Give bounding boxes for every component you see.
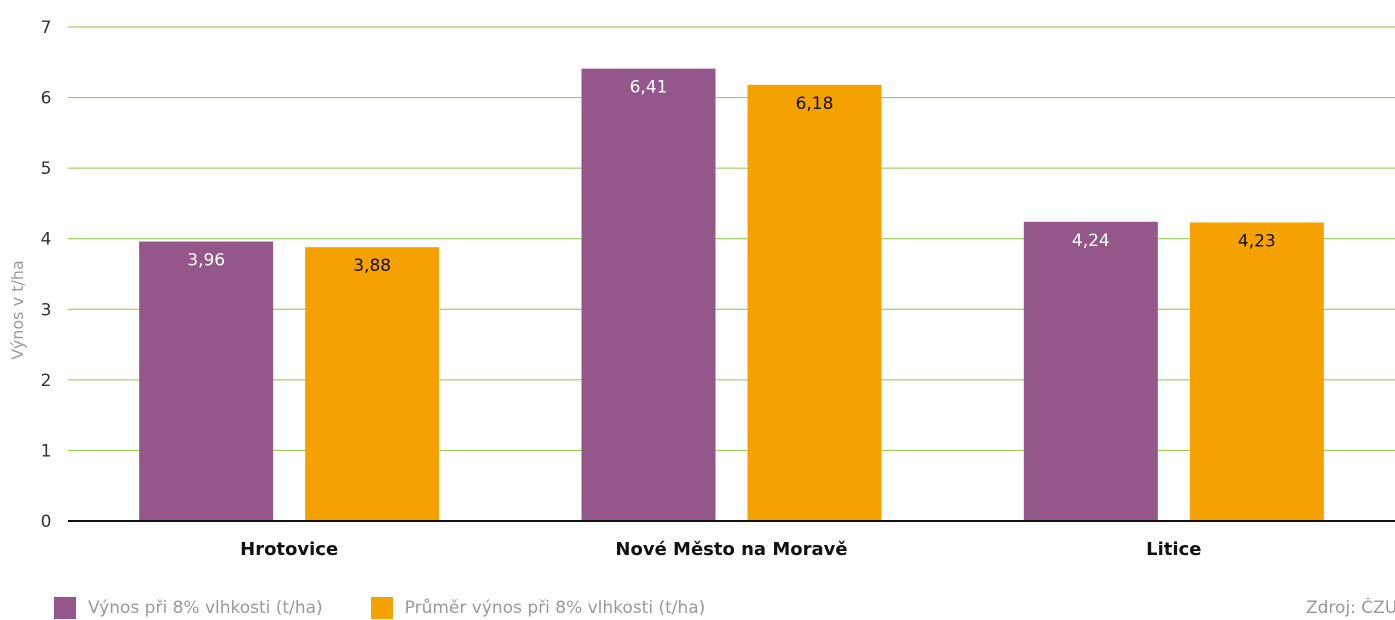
legend-item-prumer[interactable]: Průměr výnos při 8% vlhkosti (t/ha) [370,597,706,619]
source-note: Zdroj: ČZU [1306,598,1395,618]
data-label: 3,88 [353,256,391,276]
bar [1023,221,1158,521]
y-tick-label: 7 [41,18,52,38]
data-label: 6,18 [796,94,834,114]
y-tick-label: 4 [41,230,52,250]
y-tick-label: 2 [41,371,52,391]
bar [581,68,716,521]
data-label: 4,24 [1072,231,1110,251]
y-tick-label: 1 [41,441,52,461]
x-category-label: Nové Město na Moravě [615,539,847,560]
y-axis-ticks: 0 1 2 3 4 5 6 7 [41,18,52,532]
x-axis-categories: Hrotovice Nové Město na Moravě Litice [240,539,1201,560]
legend: Výnos při 8% vlhkosti (t/ha) Průměr výno… [54,596,753,620]
data-label: 4,23 [1238,231,1276,251]
y-axis-label: Výnos v t/ha [8,260,27,360]
bar [1189,222,1324,522]
bar [139,241,274,521]
y-tick-label: 5 [41,159,52,179]
legend-label-vynos: Výnos při 8% vlhkosti (t/ha) [88,598,323,618]
x-category-label: Litice [1146,539,1201,560]
bar [747,84,882,522]
legend-item-vynos[interactable]: Výnos při 8% vlhkosti (t/ha) [54,597,323,619]
gridlines [68,26,1395,451]
x-category-label: Hrotovice [240,539,338,560]
legend-swatch-prumer [370,597,393,619]
bar [305,247,440,521]
y-tick-label: 3 [41,300,52,320]
y-tick-label: 0 [41,512,52,532]
y-tick-label: 6 [41,89,52,109]
legend-label-prumer: Průměr výnos při 8% vlhkosti (t/ha) [404,598,706,618]
data-labels: 3,96 3,88 6,41 6,18 4,24 4,23 [187,78,1276,277]
bars [139,68,1324,522]
data-label: 3,96 [187,251,225,271]
data-label: 6,41 [630,78,668,98]
legend-swatch-vynos [54,597,76,619]
